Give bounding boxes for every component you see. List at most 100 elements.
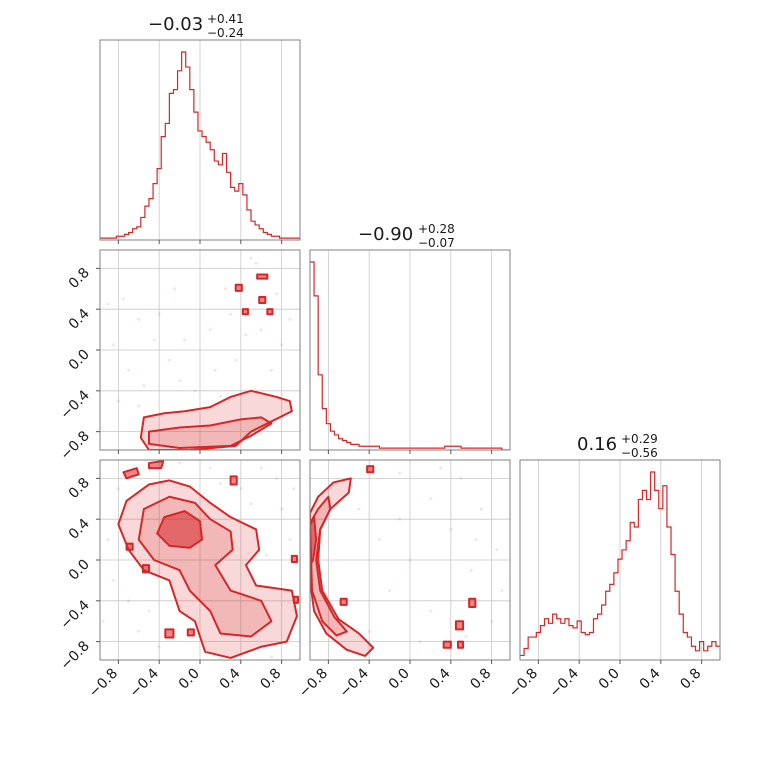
scatter-point <box>111 578 115 582</box>
contour-region-blob <box>340 598 347 605</box>
scatter-point <box>367 629 371 633</box>
scatter-point <box>292 487 296 491</box>
contour-line-blob <box>147 460 165 470</box>
scatter-point <box>377 538 381 542</box>
title-param-1: −0.03 <box>148 14 203 35</box>
scatter-point <box>218 394 222 398</box>
x-tick-label: −0.8 <box>86 666 121 701</box>
x-tick-label: −0.8 <box>296 666 331 701</box>
scatter-point <box>500 589 504 593</box>
scatter-point <box>428 609 432 613</box>
scatter-point <box>116 487 120 491</box>
title-param-2-minus: −0.07 <box>418 236 455 250</box>
x-tick-label: 0.4 <box>427 665 454 692</box>
scatter-point <box>490 619 494 623</box>
scatter-point <box>459 476 463 480</box>
contour-line-blob <box>186 628 195 637</box>
contour-region-blob <box>123 468 139 479</box>
contour-line-outer <box>310 477 375 657</box>
x-ticks-col-1: −0.8 −0.4 0.0 0.4 0.8 <box>86 665 285 700</box>
contour-region-outer <box>310 478 374 656</box>
scatter-point <box>244 333 248 337</box>
contour-region-blob <box>457 641 464 648</box>
y-ticks-row-3: −0.8 −0.4 0.0 0.4 0.8 <box>57 475 100 674</box>
x-tick-label: 0.4 <box>217 665 244 692</box>
scatter-point <box>157 312 161 316</box>
y-tick-label: 0.0 <box>66 557 93 584</box>
scatter-point <box>208 466 212 470</box>
contour-region-blob <box>259 296 266 304</box>
scatter-point <box>464 635 468 639</box>
contour-region-blob <box>235 284 242 291</box>
contour-region-blob <box>443 641 451 648</box>
scatter-point <box>167 358 171 362</box>
x-tick-label: 0.8 <box>677 666 704 693</box>
contour-line-blob <box>122 467 140 480</box>
panel-hist-param-1 <box>99 39 301 244</box>
contour-line-blob <box>454 620 465 631</box>
contour-line-core <box>156 510 204 549</box>
scatter-point <box>254 261 258 265</box>
scatter-point <box>249 502 253 506</box>
histogram-step-line <box>310 261 510 450</box>
scatter-point <box>249 256 253 260</box>
scatter-point <box>280 343 284 347</box>
contour-region-blob <box>291 555 297 563</box>
scatter-point <box>269 655 273 659</box>
scatter-point <box>239 487 243 491</box>
x-tick-label: 0.4 <box>637 665 664 692</box>
contour-region-core <box>157 511 203 548</box>
contour-line-outer <box>139 389 293 450</box>
scatter-point <box>275 476 279 480</box>
histogram-step-line <box>520 471 720 657</box>
contour-line-mid <box>137 495 273 638</box>
x-tick-label: −0.8 <box>506 666 541 701</box>
scatter-point <box>280 507 284 511</box>
x-tick-label: 0.0 <box>386 666 413 693</box>
contour-line-blob <box>468 597 477 608</box>
scatter-point <box>218 481 222 485</box>
scatter-point <box>269 368 273 372</box>
scatter-point <box>157 645 161 649</box>
contour-line-blob <box>164 628 175 639</box>
title-param-3: 0.16 <box>577 434 617 455</box>
title-param-3-plus: +0.29 <box>621 432 658 446</box>
contour-region-blob <box>230 476 237 485</box>
contour-region-blob <box>293 596 298 603</box>
title-param-3-minus: −0.56 <box>621 446 658 460</box>
contour-line-blob <box>258 295 267 305</box>
scatter-point <box>127 368 131 372</box>
scatter-point <box>111 343 115 347</box>
x-tick-label: −0.4 <box>127 665 162 700</box>
contour-region-blob <box>469 598 476 607</box>
scatter-point <box>178 461 182 465</box>
contour-region-outer <box>140 390 292 450</box>
scatter-point <box>101 619 105 623</box>
contour-region-blob <box>367 466 374 473</box>
y-tick-label: −0.8 <box>57 428 92 463</box>
scatter-point <box>264 553 268 557</box>
scatter-point <box>474 538 478 542</box>
contour-line-blob <box>292 595 299 604</box>
scatter-point <box>495 548 499 552</box>
title-param-1-plus: +0.41 <box>207 12 244 26</box>
contour-line-mid <box>310 495 348 637</box>
contour-region-blob <box>187 629 194 636</box>
scatter-point <box>398 471 402 475</box>
scatter-point <box>259 466 263 470</box>
contour-line-blob <box>442 640 452 649</box>
y-ticks-row-2: −0.8 −0.4 0.0 0.4 0.8 <box>57 265 100 464</box>
y-tick-label: 0.0 <box>66 347 93 374</box>
scatter-point <box>288 538 292 542</box>
contour-region-blob <box>257 274 268 279</box>
panel-contour-param-2-vs-param-3 <box>309 459 511 664</box>
scatter-point <box>408 558 412 562</box>
contour-line-blob <box>366 465 375 474</box>
y-tick-label: −0.4 <box>57 597 92 632</box>
scatter-point <box>388 589 392 593</box>
contour-region-blob <box>455 621 464 630</box>
contour-line-blob <box>229 475 238 486</box>
contour-line-blob <box>125 542 134 551</box>
scatter-point <box>428 497 432 501</box>
